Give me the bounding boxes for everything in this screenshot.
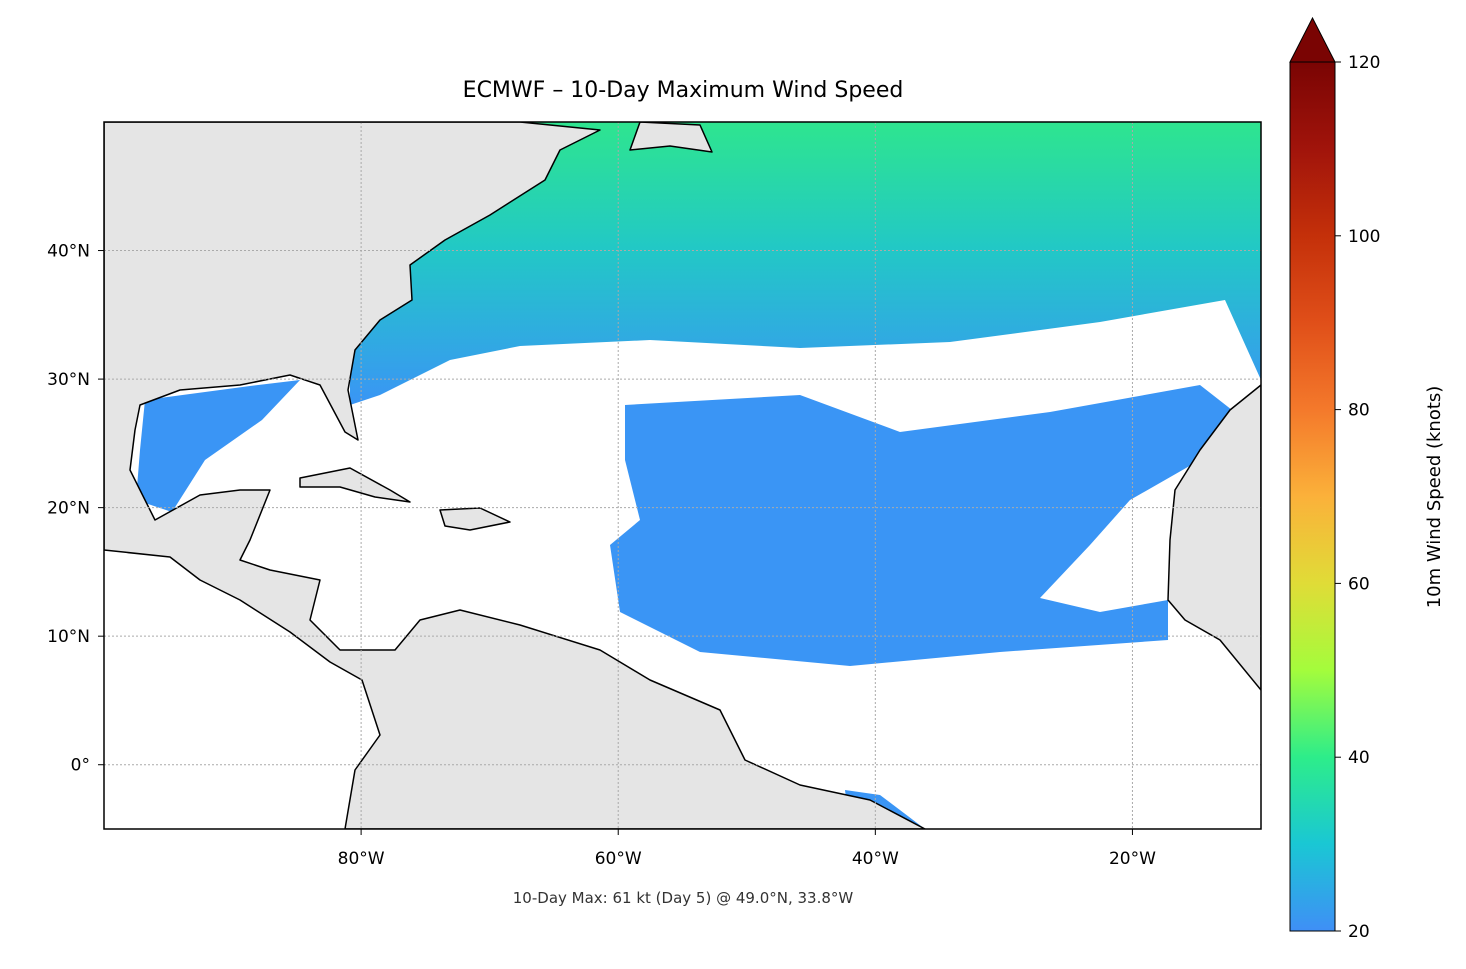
y-tick-label: 0° [71,756,90,776]
land [104,122,1261,829]
y-tick-label: 30°N [47,370,90,390]
colorbar-tick-label: 60 [1348,574,1370,594]
wind-region [136,380,300,512]
colorbar-label: 10m Wind Speed (knots) [1424,386,1445,609]
colorbar-fill [1290,62,1335,931]
x-tick-label: 80°W [338,849,385,869]
colorbar-tick-label: 100 [1348,227,1380,247]
wind-region [350,122,1261,405]
y-tick-label: 10°N [47,627,90,647]
map-frame [103,121,1262,830]
x-tick-label: 60°W [595,849,642,869]
chart-title: ECMWF – 10-Day Maximum Wind Speed [463,78,904,103]
map-area [104,122,1261,829]
colorbar: 10m Wind Speed (knots) 20 40 60 80 100 120 [1289,16,1445,942]
americas [104,122,926,829]
grid [104,122,1261,829]
africa [1167,384,1261,691]
colorbar-tick-label: 80 [1348,401,1370,421]
colorbar-tick-label: 120 [1348,53,1380,73]
footnote: 10-Day Max: 61 kt (Day 5) @ 49.0°N, 33.8… [513,889,854,907]
y-tick-label: 20°N [47,499,90,519]
y-tick-label: 40°N [47,242,90,262]
newfoundland [629,122,713,153]
axes: 80°W 60°W 40°W 20°W 0° 10°N 20°N 30°N 40°N [47,242,1156,869]
colorbar-extend [1289,16,1336,63]
colorbar-tick-label: 40 [1348,748,1370,768]
x-tick-label: 40°W [852,849,899,869]
x-tick-label: 20°W [1109,849,1156,869]
cuba [299,467,411,503]
hispaniola [439,507,511,531]
colorbar-frame [1289,62,1336,932]
colorbar-tick-label: 20 [1348,922,1370,942]
wind-region [610,385,1232,666]
wind-field [136,122,1261,829]
